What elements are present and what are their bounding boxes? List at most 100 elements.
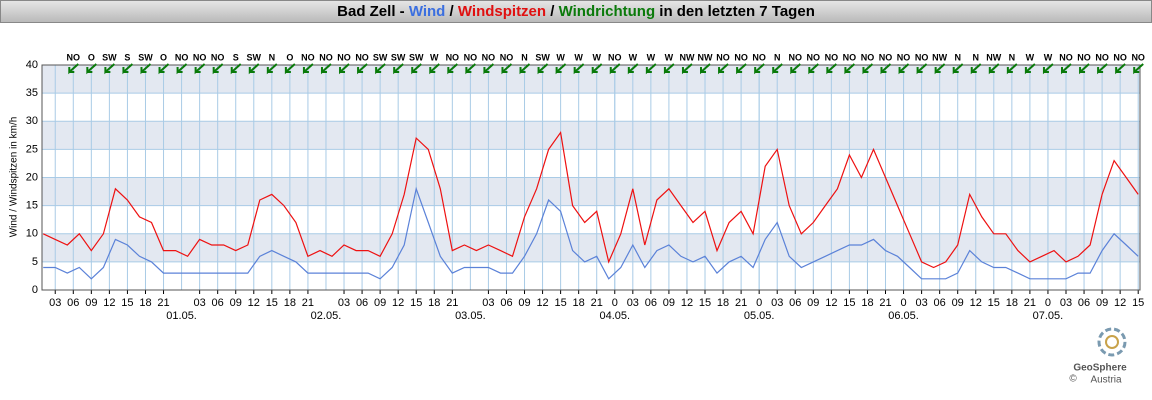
wind-direction-arrow <box>248 63 260 75</box>
wind-direction-arrow <box>862 63 874 75</box>
wind-direction-arrow <box>700 63 711 75</box>
wind-direction-label: NO <box>734 52 748 62</box>
y-tick-label: 30 <box>26 115 38 127</box>
x-tick-label: 18 <box>861 297 873 309</box>
x-tick-label: 12 <box>970 297 982 309</box>
wind-direction-arrow <box>158 63 170 75</box>
wind-direction-label: NO <box>319 52 333 62</box>
wind-direction-arrow <box>898 63 910 75</box>
y-tick-label: 40 <box>26 59 38 71</box>
wind-direction-arrow <box>790 63 801 75</box>
wind-direction-label: N <box>973 52 980 62</box>
wind-direction-label: NO <box>211 52 225 62</box>
y-axis-title: Wind / Windspitzen in km/h <box>9 117 20 238</box>
wind-direction-label: NO <box>1113 52 1127 62</box>
wind-direction-label: SW <box>535 52 550 62</box>
wind-direction-label: NO <box>500 52 514 62</box>
wind-direction-arrow <box>122 63 134 75</box>
wind-direction-arrow <box>1024 63 1036 75</box>
wind-direction-label: NO <box>301 52 315 62</box>
wind-direction-label: W <box>574 52 583 62</box>
wind-direction-arrow <box>519 63 531 75</box>
wind-direction-arrow <box>754 63 765 75</box>
date-label: 06.05. <box>888 310 919 322</box>
wind-direction-label: NO <box>337 52 351 62</box>
wind-direction-label: W <box>665 52 674 62</box>
wind-direction-label: W <box>1044 52 1053 62</box>
wind-direction-arrow <box>1097 63 1108 75</box>
x-tick-label: 18 <box>573 297 585 309</box>
series-line <box>42 130 1139 269</box>
x-tick-label: 15 <box>988 297 1000 309</box>
wind-direction-label: W <box>592 52 601 62</box>
series-line <box>43 186 1139 280</box>
y-tick-label: 0 <box>32 284 38 296</box>
title-part: in den letzten 7 Tagen <box>655 3 815 20</box>
wind-direction-arrow <box>1042 63 1054 75</box>
wind-direction-arrow <box>826 63 838 75</box>
x-tick-label: 03 <box>482 297 494 309</box>
date-label: 03.05. <box>455 310 486 322</box>
wind-direction-label: NO <box>67 52 81 62</box>
x-tick-label: 03 <box>627 297 639 309</box>
x-tick-label: 15 <box>266 297 278 309</box>
wind-direction-arrow <box>230 63 242 75</box>
wind-direction-label: NO <box>716 52 730 62</box>
x-tick-label: 21 <box>446 297 458 309</box>
x-tick-label: 12 <box>681 297 693 309</box>
x-tick-label: 21 <box>879 297 891 309</box>
x-tick-label: 18 <box>139 297 151 309</box>
wind-direction-label: NO <box>193 52 207 62</box>
wind-direction-arrow <box>357 63 368 75</box>
x-tick-label: 21 <box>591 297 603 309</box>
wind-direction-label: NO <box>843 52 857 62</box>
date-label: 05.05. <box>744 310 775 322</box>
x-tick-label: 21 <box>157 297 169 309</box>
wind-direction-label: W <box>1026 52 1035 62</box>
x-tick-label: 15 <box>843 297 855 309</box>
wind-direction-label: SW <box>373 52 388 62</box>
wind-direction-arrow <box>302 63 314 75</box>
x-tick-label: 03 <box>1060 297 1072 309</box>
wind-direction-label: NW <box>679 52 694 62</box>
wind-direction-label: N <box>521 52 528 62</box>
x-tick-label: 03 <box>771 297 783 309</box>
x-tick-label: 06 <box>789 297 801 309</box>
wind-direction-arrow <box>68 63 79 75</box>
x-tick-label: 18 <box>284 297 296 309</box>
wind-direction-arrow <box>1061 63 1072 75</box>
wind-direction-label: NO <box>1095 52 1109 62</box>
wind-direction-label: SW <box>409 52 424 62</box>
x-tick-label: 09 <box>807 297 819 309</box>
x-tick-label: 21 <box>302 297 314 309</box>
x-tick-label: 03 <box>194 297 206 309</box>
title-part: Windspitzen <box>458 3 546 20</box>
wind-direction-label: NO <box>807 52 821 62</box>
title-part: Wind <box>409 3 446 20</box>
y-tick-label: 10 <box>26 228 38 240</box>
x-tick-label: 03 <box>915 297 927 309</box>
wind-direction-label: NO <box>1059 52 1073 62</box>
x-tick-label: 03 <box>338 297 350 309</box>
wind-direction-label: NO <box>861 52 875 62</box>
band <box>42 177 1140 206</box>
x-tick-label: 06 <box>356 297 368 309</box>
wind-direction-arrow <box>1006 63 1018 75</box>
wind-direction-arrow <box>627 63 639 75</box>
x-tick-label: 09 <box>663 297 675 309</box>
y-tick-label: 25 <box>26 143 38 155</box>
wind-direction-label: NO <box>482 52 496 62</box>
wind-direction-arrow <box>393 63 404 75</box>
wind-direction-arrow <box>104 63 116 75</box>
wind-direction-label: NO <box>915 52 929 62</box>
wind-direction-arrow <box>880 63 892 75</box>
logo-mark <box>1105 335 1119 349</box>
x-tick-label: 12 <box>103 297 115 309</box>
date-label: 01.05. <box>166 310 197 322</box>
y-tick-label: 5 <box>32 256 38 268</box>
wind-direction-arrow <box>176 63 188 75</box>
x-tick-label: 12 <box>248 297 260 309</box>
copyright: © <box>1069 374 1077 385</box>
date-label: 02.05. <box>311 310 342 322</box>
y-tick-label: 35 <box>26 87 38 99</box>
